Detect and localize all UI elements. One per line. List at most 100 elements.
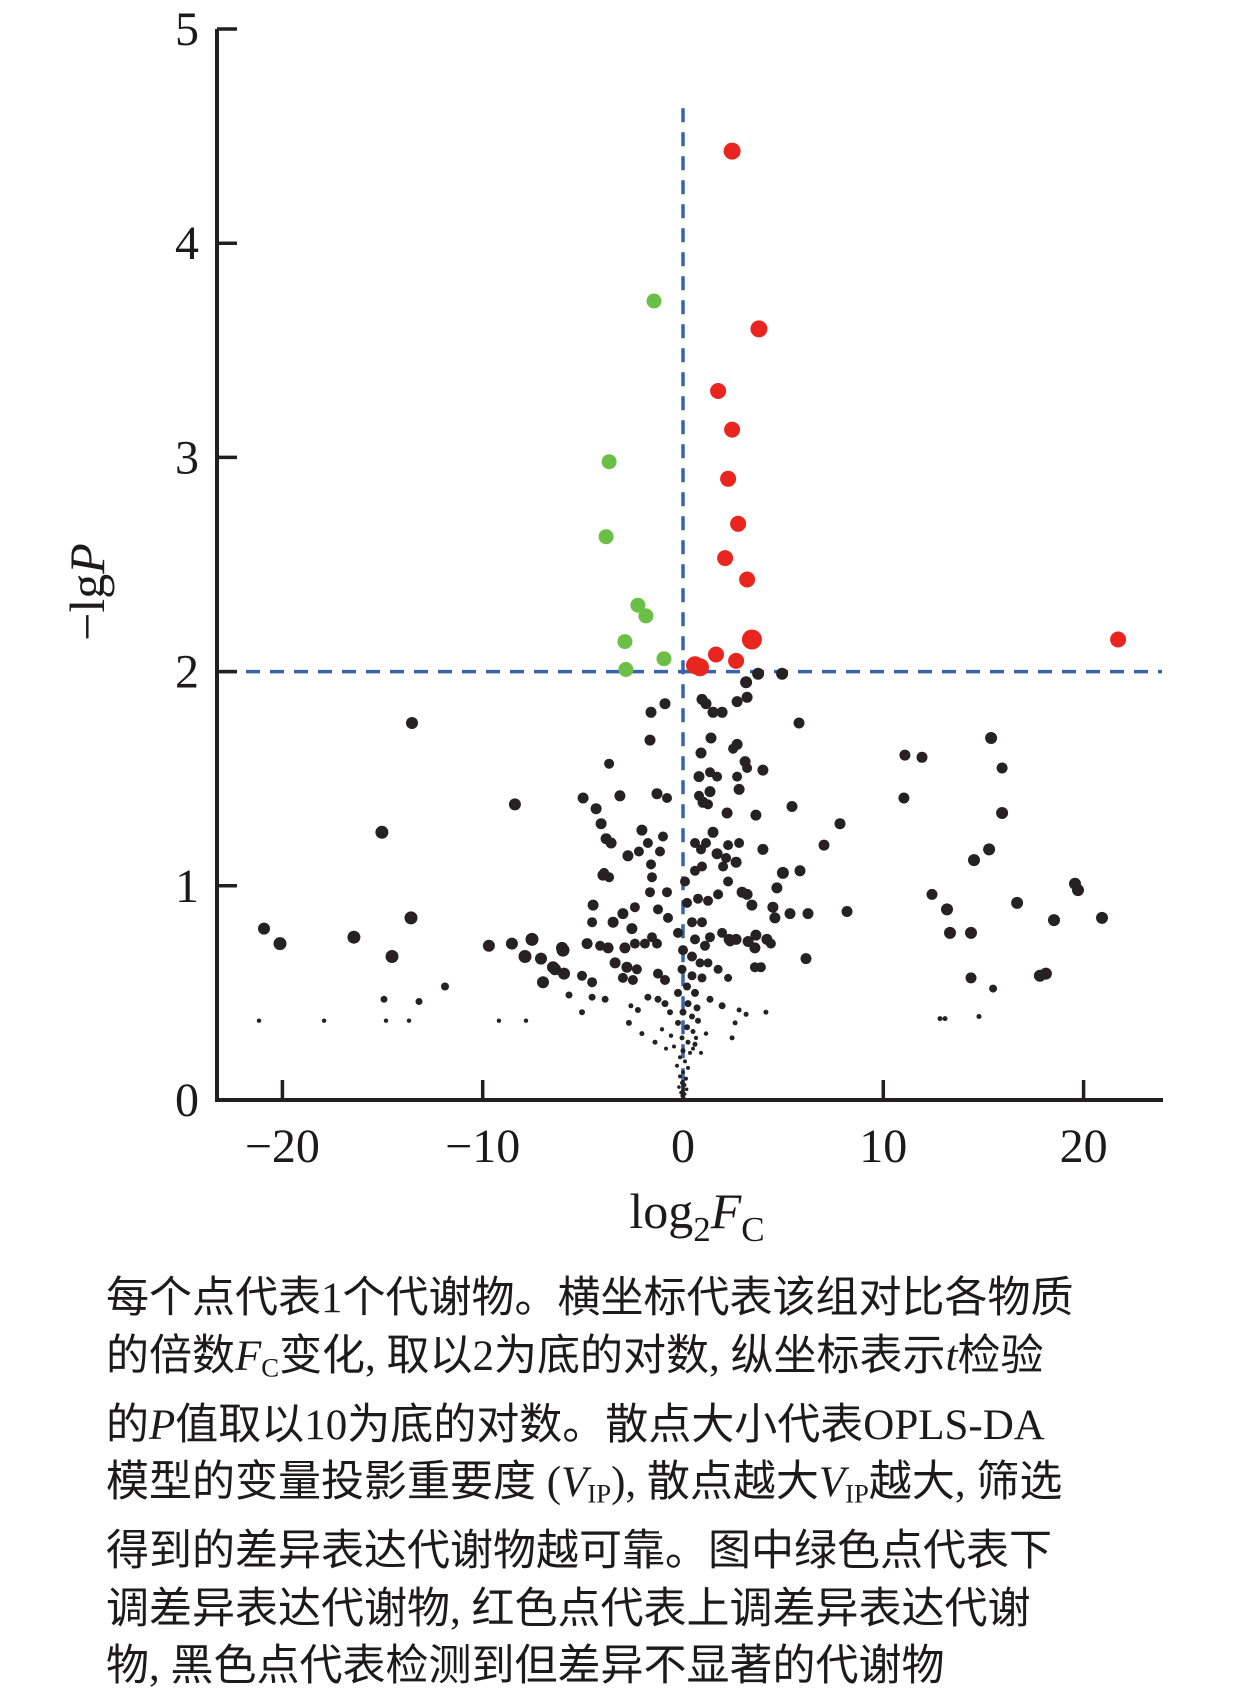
data-point-ns xyxy=(605,837,617,849)
data-point-ns xyxy=(684,1000,692,1008)
data-point-ns xyxy=(672,1044,676,1049)
data-point-ns xyxy=(622,850,634,862)
data-point-ns xyxy=(733,783,745,795)
data-point-ns xyxy=(683,982,691,991)
data-point-ns xyxy=(968,854,980,867)
data-point-ns xyxy=(707,826,719,838)
data-point-down xyxy=(638,608,654,624)
data-point-ns xyxy=(619,942,631,954)
y-axis-tick-label: 4 xyxy=(175,217,199,270)
data-point-ns xyxy=(680,876,690,887)
data-point-ns xyxy=(693,771,705,783)
data-point-ns xyxy=(647,872,657,883)
data-point-up xyxy=(710,383,727,399)
data-point-ns xyxy=(602,942,614,954)
data-point-ns xyxy=(644,993,652,1001)
data-point-ns xyxy=(695,958,705,968)
data-point-ns xyxy=(587,899,599,911)
data-point-ns xyxy=(653,968,663,979)
data-point-ns xyxy=(776,866,789,879)
data-point-ns xyxy=(609,957,621,969)
data-point-ns xyxy=(675,1019,681,1026)
data-point-ns xyxy=(693,1035,699,1041)
data-point-ns xyxy=(965,972,977,984)
y-axis-title: −lgP xyxy=(59,543,115,641)
data-point-ns xyxy=(757,764,769,776)
data-point-ns xyxy=(667,1009,673,1016)
data-point-ns xyxy=(588,993,596,1001)
data-point-ns xyxy=(607,916,619,928)
data-point-ns xyxy=(577,792,589,804)
data-point-ns xyxy=(347,930,361,944)
data-point-up xyxy=(750,320,768,338)
data-point-ns xyxy=(689,1013,695,1020)
data-point-ns xyxy=(721,853,732,863)
data-point-ns xyxy=(697,861,707,872)
data-point-ns xyxy=(668,1033,674,1038)
data-point-ns xyxy=(711,848,723,860)
data-point-up xyxy=(739,571,756,588)
data-point-ns xyxy=(681,1097,685,1101)
data-point-ns xyxy=(841,906,853,917)
data-point-ns xyxy=(678,1074,682,1079)
data-point-ns xyxy=(496,1018,502,1023)
data-point-ns xyxy=(742,763,753,773)
data-point-ns xyxy=(717,927,728,938)
data-point-ns xyxy=(898,792,910,804)
data-point-ns xyxy=(703,958,713,968)
data-point-ns xyxy=(730,856,742,868)
data-point-ns xyxy=(661,1000,669,1008)
data-point-ns xyxy=(664,1046,668,1051)
data-point-ns xyxy=(675,1063,679,1068)
data-point-ns xyxy=(652,1039,658,1045)
data-point-ns xyxy=(678,945,688,956)
data-point-ns xyxy=(655,846,665,857)
data-point-ns xyxy=(734,838,745,848)
data-point-ns xyxy=(899,749,911,761)
data-point-ns xyxy=(752,667,765,680)
data-point-ns xyxy=(674,988,682,997)
data-point-ns xyxy=(581,938,593,950)
data-point-ns xyxy=(705,732,717,744)
data-point-ns xyxy=(686,1065,690,1070)
data-point-ns xyxy=(712,771,723,782)
data-point-ns xyxy=(383,1018,389,1023)
data-point-ns xyxy=(983,843,996,856)
data-point-ns xyxy=(505,937,518,950)
data-point-ns xyxy=(556,941,568,954)
caption-line: 的P值取以10为底的对数。散点大小代表OPLS-DA xyxy=(106,1401,1045,1449)
data-point-ns xyxy=(406,717,418,729)
data-point-ns xyxy=(631,964,642,975)
data-point-ns xyxy=(989,984,998,993)
data-point-ns xyxy=(684,1076,688,1081)
data-point-ns xyxy=(818,839,830,851)
data-point-ns xyxy=(688,1050,692,1055)
data-point-ns xyxy=(654,995,662,1003)
data-point-ns xyxy=(976,1014,982,1019)
y-axis-tick-label: 2 xyxy=(175,646,199,699)
data-point-ns xyxy=(926,888,938,900)
data-point-ns xyxy=(741,888,753,900)
data-point-ns xyxy=(258,922,270,935)
data-point-ns xyxy=(380,995,388,1003)
data-point-ns xyxy=(942,1016,948,1022)
data-point-ns xyxy=(682,897,692,908)
data-point-ns xyxy=(579,1009,585,1016)
y-axis-tick-label: 3 xyxy=(175,431,199,484)
data-point-ns xyxy=(595,940,606,951)
x-axis-title: log2FC xyxy=(629,1183,764,1249)
data-point-ns xyxy=(646,859,656,870)
data-point-ns xyxy=(629,902,640,913)
data-point-ns xyxy=(549,963,561,976)
y-axis-tick-label: 5 xyxy=(175,3,199,56)
data-point-ns xyxy=(525,932,539,946)
data-point-ns xyxy=(741,691,753,703)
data-point-ns xyxy=(724,973,733,982)
data-point-ns xyxy=(944,926,956,939)
data-point-up xyxy=(691,658,709,677)
data-point-ns xyxy=(732,771,743,782)
data-point-ns xyxy=(614,790,626,802)
data-point-ns xyxy=(793,717,805,729)
y-axis-tick-label: 0 xyxy=(175,1074,199,1127)
caption-line: 物, 黑色点代表检测到但差异不显著的代谢物 xyxy=(106,1643,945,1691)
